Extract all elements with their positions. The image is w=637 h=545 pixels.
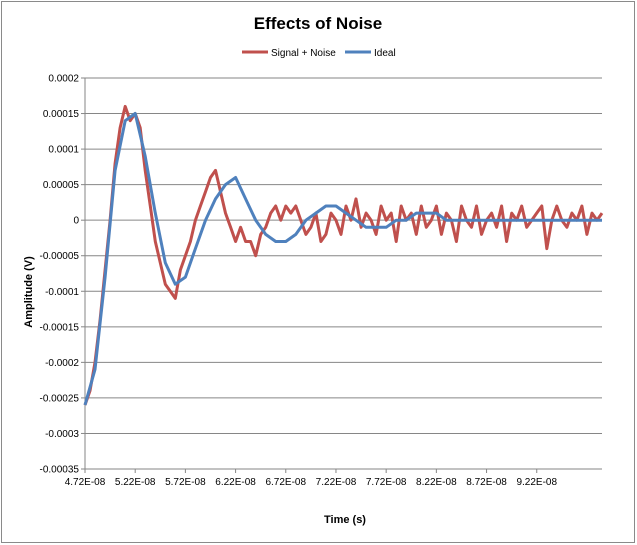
y-tick-label: 0.00015 (43, 109, 80, 120)
x-tick-label: 7.72E-08 (366, 477, 407, 488)
chart-title: Effects of Noise (254, 14, 382, 33)
y-tick-label: 0.00005 (43, 180, 80, 191)
series-line-ideal (83, 112, 602, 406)
y-tick-label: -0.00005 (40, 251, 80, 262)
x-axis-ticks: 4.72E-08 5.22E-08 5.72E-08 6.22E-08 6.72E-08… (65, 469, 557, 488)
y-tick-label: 0.0001 (48, 145, 79, 156)
x-tick-label: 5.72E-08 (165, 477, 206, 488)
legend: Signal + Noise Ideal (242, 48, 396, 59)
legend-label-ideal: Ideal (374, 48, 396, 59)
series-layer (83, 104, 604, 406)
x-axis-label: Time (s) (324, 514, 366, 526)
x-tick-label: 6.72E-08 (265, 477, 306, 488)
x-tick-label: 7.22E-08 (316, 477, 357, 488)
y-tick-label: 0.0002 (48, 74, 79, 85)
x-tick-label: 4.72E-08 (65, 477, 106, 488)
x-tick-label: 8.22E-08 (416, 477, 457, 488)
legend-label-signal: Signal + Noise (271, 48, 336, 59)
x-tick-label: 9.22E-08 (516, 477, 557, 488)
y-tick-label: -0.00035 (40, 465, 80, 476)
x-tick-label: 6.22E-08 (215, 477, 256, 488)
y-tick-label: -0.0003 (45, 429, 79, 440)
x-tick-label: 8.72E-08 (466, 477, 507, 488)
y-tick-label: -0.0001 (45, 287, 79, 298)
y-axis-ticks: 0.0002 0.00015 0.0001 0.00005 0 -0.00005 -0.00… (40, 74, 85, 476)
x-tick-label: 5.22E-08 (115, 477, 156, 488)
y-tick-label: -0.00015 (40, 322, 80, 333)
y-tick-label: -0.0002 (45, 358, 79, 369)
y-axis-label: Amplitude (V) (23, 256, 35, 328)
y-tick-label: 0 (73, 216, 79, 227)
y-tick-label: -0.00025 (40, 393, 80, 404)
